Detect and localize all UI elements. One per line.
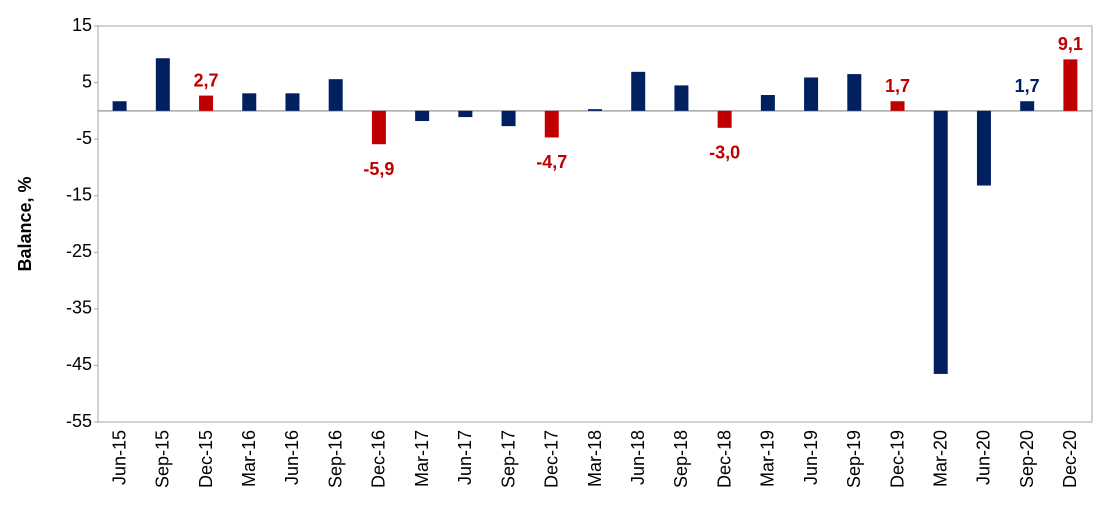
x-tick-label: Sep-18 — [671, 430, 691, 488]
bar — [1063, 59, 1078, 111]
data-label: 2,7 — [194, 70, 219, 90]
bar — [501, 110, 516, 127]
bar — [328, 79, 343, 111]
x-tick-label: Jun-18 — [628, 430, 648, 485]
bar — [631, 71, 646, 111]
x-tick-label: Dec-16 — [369, 430, 389, 488]
bar — [544, 110, 559, 138]
data-label: -3,0 — [709, 143, 740, 163]
bar — [199, 95, 214, 111]
x-tick-label: Sep-16 — [325, 430, 345, 488]
x-tick-label: Sep-17 — [498, 430, 518, 488]
x-tick-label: Dec-20 — [1060, 430, 1080, 488]
x-tick-label: Jun-15 — [109, 430, 129, 485]
y-tick-label: -25 — [66, 241, 92, 261]
x-tick-label: Dec-18 — [714, 430, 734, 488]
y-tick-label: -45 — [66, 354, 92, 374]
y-tick-label: -35 — [66, 298, 92, 318]
y-tick-label: -15 — [66, 184, 92, 204]
bar — [760, 95, 775, 111]
y-tick-label: 5 — [82, 71, 92, 91]
x-tick-label: Sep-15 — [153, 430, 173, 488]
bar — [155, 58, 170, 111]
x-tick-label: Mar-17 — [412, 430, 432, 487]
bar — [285, 93, 300, 111]
bar — [890, 101, 905, 111]
bar — [458, 110, 473, 118]
x-tick-label: Jun-19 — [801, 430, 821, 485]
x-tick-label: Mar-16 — [239, 430, 259, 487]
y-tick-label: 15 — [72, 15, 92, 35]
bar — [976, 110, 991, 186]
x-tick-label: Jun-17 — [455, 430, 475, 485]
data-label: 1,7 — [1015, 76, 1040, 96]
x-tick-label: Dec-15 — [196, 430, 216, 488]
y-tick-label: -55 — [66, 411, 92, 431]
y-axis-label: Balance, % — [15, 176, 35, 271]
bar — [588, 109, 602, 111]
bar — [933, 110, 948, 374]
data-label: 1,7 — [885, 76, 910, 96]
bar — [847, 74, 862, 111]
data-label: -4,7 — [536, 152, 567, 172]
x-tick-label: Jun-16 — [282, 430, 302, 485]
data-label: -5,9 — [363, 159, 394, 179]
bar — [674, 85, 689, 111]
bar — [242, 93, 257, 111]
bar — [804, 77, 819, 111]
x-tick-label: Mar-20 — [930, 430, 950, 487]
bar — [371, 110, 386, 145]
x-tick-label: Jun-20 — [974, 430, 994, 485]
x-tick-label: Sep-20 — [1017, 430, 1037, 488]
bar — [717, 110, 732, 128]
x-tick-label: Mar-19 — [758, 430, 778, 487]
bar — [112, 101, 127, 111]
data-label: 9,1 — [1058, 34, 1083, 54]
y-tick-label: -5 — [76, 128, 92, 148]
bar — [1020, 101, 1035, 111]
x-tick-label: Sep-19 — [844, 430, 864, 488]
bar — [415, 110, 430, 122]
x-tick-label: Mar-18 — [585, 430, 605, 487]
x-tick-label: Dec-17 — [542, 430, 562, 488]
x-tick-label: Dec-19 — [887, 430, 907, 488]
plot-border — [97, 25, 1093, 423]
